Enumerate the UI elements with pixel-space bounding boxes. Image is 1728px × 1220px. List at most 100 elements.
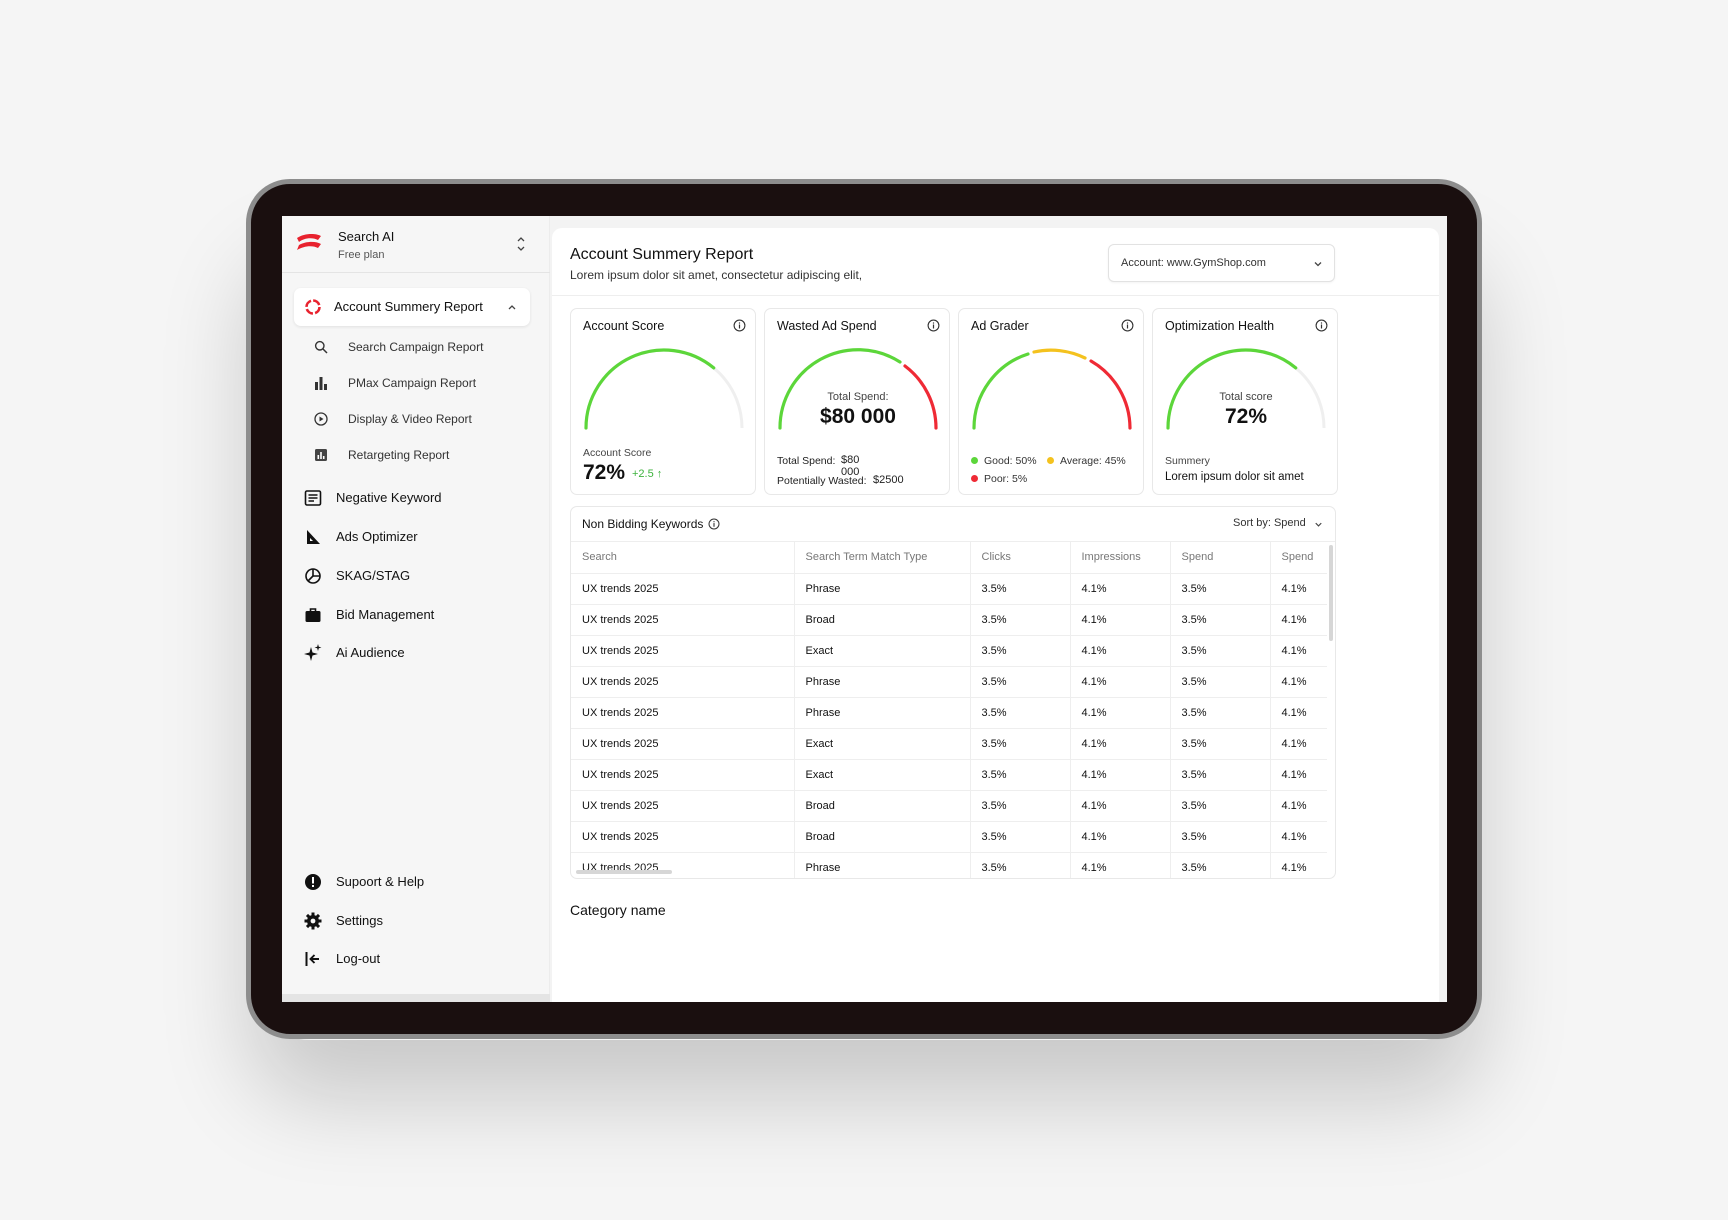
category-heading: Category name — [570, 902, 666, 918]
wasted-spend-gauge — [778, 348, 938, 430]
legend-average: Average: 45% — [1047, 455, 1126, 467]
column-header[interactable]: Impressions — [1070, 542, 1171, 574]
table-cell: 4.1% — [1070, 790, 1171, 822]
summary-label: Summery — [1165, 455, 1210, 467]
sidebar-item-label: Bid Management — [336, 607, 435, 622]
account-score-value: 72% — [583, 461, 626, 484]
table-cell: 3.5% — [1170, 852, 1271, 878]
table-row[interactable]: UX trends 2025 Phrase 3.5% 4.1% 3.5% 4.1% — [571, 852, 1327, 878]
table-cell: 3.5% — [970, 790, 1071, 822]
wasted-ad-spend-card: Wasted Ad Spend Total Spend: $80 000 Tot… — [764, 308, 950, 495]
gear-icon — [304, 912, 322, 930]
info-icon[interactable] — [927, 319, 940, 332]
table-cell: 4.1% — [1070, 635, 1171, 667]
card-title: Optimization Health — [1165, 319, 1275, 333]
table-cell: 4.1% — [1270, 697, 1327, 729]
logout-icon — [305, 952, 319, 966]
sidebar-item-label: Log-out — [336, 951, 381, 966]
table-cell: 4.1% — [1270, 852, 1327, 878]
table-title: Non Bidding Keywords — [582, 517, 704, 531]
sidebar-subitem-label: Search Campaign Report — [348, 340, 484, 354]
table-cell: 4.1% — [1270, 790, 1327, 822]
column-header[interactable]: Spend — [1270, 542, 1327, 574]
table-row[interactable]: UX trends 2025 Phrase 3.5% 4.1% 3.5% 4.1% — [571, 666, 1327, 698]
column-header[interactable]: Clicks — [970, 542, 1071, 574]
sidebar-subitem-label: PMax Campaign Report — [348, 376, 477, 390]
brand-plan: Free plan — [338, 249, 385, 261]
total-spend-label: Total Spend: — [777, 455, 836, 467]
chevron-up-down-icon — [517, 237, 525, 251]
table-row[interactable]: UX trends 2025 Exact 3.5% 4.1% 3.5% 4.1% — [571, 728, 1327, 760]
ad-grader-card: Ad Grader Good: 50% Average: 45% Poor: 5… — [958, 308, 1144, 495]
table-cell: 4.1% — [1270, 573, 1327, 605]
table-cell: Phrase — [794, 852, 971, 878]
table-row[interactable]: UX trends 2025 Exact 3.5% 4.1% 3.5% 4.1% — [571, 635, 1327, 667]
account-score-label: Account Score — [583, 447, 652, 459]
column-header[interactable]: Search — [571, 542, 795, 574]
table-cell: 3.5% — [1170, 759, 1271, 791]
table-row[interactable]: UX trends 2025 Phrase 3.5% 4.1% 3.5% 4.1% — [571, 697, 1327, 729]
table-row[interactable]: UX trends 2025 Phrase 3.5% 4.1% 3.5% 4.1% — [571, 573, 1327, 605]
ring-icon — [305, 299, 321, 315]
sort-dropdown[interactable]: Sort by: Spend — [1233, 517, 1306, 529]
chevron-down-icon — [1314, 262, 1322, 267]
table-cell: 4.1% — [1070, 759, 1171, 791]
table-cell: 3.5% — [970, 604, 1071, 636]
table-cell: UX trends 2025 — [571, 666, 795, 698]
info-icon[interactable] — [708, 518, 720, 530]
sidebar-item-account-summery-report[interactable]: Account Summery Report — [294, 288, 530, 326]
table-cell: Exact — [794, 728, 971, 760]
table-cell: UX trends 2025 — [571, 697, 795, 729]
account-select[interactable]: Account: www.GymShop.com — [1108, 244, 1335, 282]
non-bidding-keywords-card: Non Bidding Keywords Sort by: Spend Sear… — [570, 506, 1336, 879]
info-icon[interactable] — [1315, 319, 1328, 332]
potentially-wasted-label: Potentially Wasted: — [777, 475, 867, 487]
table-cell: 3.5% — [1170, 666, 1271, 698]
table-cell: Exact — [794, 635, 971, 667]
info-icon[interactable] — [1121, 319, 1134, 332]
account-score-delta: +2.5 ↑ — [632, 468, 663, 480]
table-cell: 3.5% — [1170, 635, 1271, 667]
table-cell: 3.5% — [970, 666, 1071, 698]
sidebar-subitem-label: Retargeting Report — [348, 448, 450, 462]
column-header[interactable]: Search Term Match Type — [794, 542, 971, 574]
gauge-center-label: Total Spend: — [827, 391, 889, 403]
table-row[interactable]: UX trends 2025 Broad 3.5% 4.1% 3.5% 4.1% — [571, 604, 1327, 636]
table-cell: Phrase — [794, 573, 971, 605]
table-cell: UX trends 2025 — [571, 604, 795, 636]
optimization-health-gauge — [1166, 348, 1326, 430]
table-row[interactable]: UX trends 2025 Broad 3.5% 4.1% 3.5% 4.1% — [571, 790, 1327, 822]
gauge-track — [584, 348, 744, 429]
sidebar-item-label: Negative Keyword — [336, 490, 442, 505]
table-cell: 4.1% — [1270, 728, 1327, 760]
vertical-scrollbar[interactable] — [1329, 545, 1333, 641]
sidebar-item-label: Settings — [336, 913, 383, 928]
table-cell: 4.1% — [1070, 821, 1171, 853]
potentially-wasted-row: Potentially Wasted: $2500 — [777, 474, 904, 487]
table-cell: UX trends 2025 — [571, 759, 795, 791]
card-title: Wasted Ad Spend — [777, 319, 877, 333]
horizontal-scrollbar[interactable] — [576, 870, 672, 874]
table-cell: 4.1% — [1270, 666, 1327, 698]
table-cell: UX trends 2025 — [571, 635, 795, 667]
legend-poor: Poor: 5% — [971, 473, 1027, 485]
chevron-down-icon[interactable] — [1313, 519, 1324, 530]
table-row[interactable]: UX trends 2025 Exact 3.5% 4.1% 3.5% 4.1% — [571, 759, 1327, 791]
table-row[interactable]: UX trends 2025 Broad 3.5% 4.1% 3.5% 4.1% — [571, 821, 1327, 853]
table-cell: 3.5% — [970, 728, 1071, 760]
brand-logo-icon — [297, 233, 321, 250]
main-content: Account Summery Report Lorem ipsum dolor… — [552, 228, 1439, 1002]
workspace-switcher[interactable]: Search AI Free plan — [282, 216, 550, 273]
table-cell: 4.1% — [1070, 697, 1171, 729]
sidebar: Search AI Free plan Account Summery Repo… — [282, 216, 550, 1002]
account-select-value: Account: www.GymShop.com — [1121, 257, 1266, 269]
keywords-table: Search Search Term Match Type Clicks Imp… — [571, 542, 1327, 878]
brand-name: Search AI — [338, 229, 395, 244]
column-header[interactable]: Spend — [1170, 542, 1271, 574]
table-cell: 4.1% — [1270, 604, 1327, 636]
page-subtitle: Lorem ipsum dolor sit amet, consectetur … — [570, 268, 863, 282]
gauge-fill — [584, 348, 716, 430]
app-screen: Search AI Free plan Account Summery Repo… — [282, 216, 1447, 1002]
info-icon[interactable] — [733, 319, 746, 332]
table-cell: 3.5% — [1170, 790, 1271, 822]
